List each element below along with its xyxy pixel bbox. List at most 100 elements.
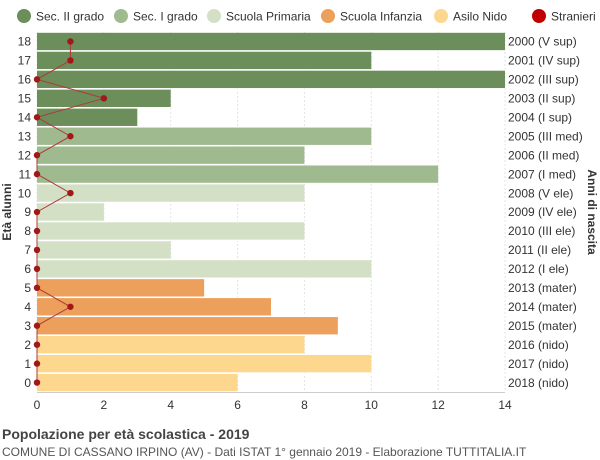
stranieri-point — [33, 208, 41, 216]
stranieri-point — [33, 151, 41, 159]
x-tick-label: 2 — [101, 398, 108, 412]
age-tick-label: 6 — [24, 262, 31, 276]
y-axis-right-title: Anni di nascita — [585, 169, 599, 255]
stranieri-point — [33, 246, 41, 254]
stranieri-point — [67, 133, 74, 140]
birth-year-label: 2015 (mater) — [508, 319, 577, 333]
legend-label: Asilo Nido — [453, 10, 507, 24]
age-tick-label: 18 — [18, 35, 32, 49]
age-tick-label: 15 — [18, 92, 32, 106]
birth-year-label: 2000 (V sup) — [508, 35, 577, 49]
stranieri-point — [33, 76, 41, 83]
birth-year-label: 2005 (III med) — [508, 129, 583, 143]
x-tick-label: 14 — [498, 398, 512, 412]
legend-marker — [17, 9, 31, 23]
birth-year-label: 2008 (V ele) — [508, 186, 573, 200]
legend-marker — [321, 9, 335, 23]
age-tick-label: 16 — [18, 73, 32, 87]
age-tick-label: 9 — [24, 205, 31, 219]
birth-year-label: 2003 (II sup) — [508, 92, 575, 106]
stranieri-point — [33, 284, 41, 292]
legend-label: Sec. I grado — [133, 10, 198, 24]
birth-year-label: 2011 (II ele) — [508, 243, 571, 257]
age-tick-label: 3 — [24, 319, 31, 333]
legend-marker — [434, 9, 448, 23]
birth-year-label: 2016 (nido) — [508, 338, 569, 352]
bar — [37, 279, 205, 297]
bar — [37, 165, 439, 183]
x-tick-label: 6 — [234, 398, 241, 412]
age-tick-label: 12 — [18, 148, 32, 162]
bar — [37, 373, 238, 392]
stranieri-point — [33, 170, 41, 178]
bar — [37, 203, 104, 221]
stranieri-series — [33, 38, 108, 386]
bar — [37, 32, 505, 51]
age-tick-label: 13 — [18, 129, 32, 143]
bar — [37, 108, 138, 126]
bar — [37, 184, 305, 202]
footer-subtitle: COMUNE DI CASSANO IRPINO (AV) - Dati IST… — [2, 445, 527, 459]
bar — [37, 317, 338, 335]
birth-year-label: 2017 (nido) — [508, 357, 569, 371]
stranieri-point — [33, 379, 41, 386]
legend-label: Scuola Infanzia — [340, 10, 422, 24]
birth-year-label: 2002 (III sup) — [508, 73, 579, 87]
legend-label: Sec. II grado — [36, 10, 104, 24]
x-tick-label: 4 — [167, 398, 174, 412]
x-tick-labels: 0 2 4 6 8 10 12 14 — [34, 398, 512, 412]
bar — [37, 241, 171, 259]
legend: Sec. II grado Sec. I grado Scuola Primaria… — [17, 9, 596, 24]
birth-year-label: 2009 (IV ele) — [508, 205, 577, 219]
birth-year-label: 2004 (I sup) — [508, 110, 572, 124]
bar — [37, 70, 505, 89]
stranieri-point — [67, 57, 74, 64]
legend-marker — [207, 9, 221, 23]
birth-year-label: 2001 (IV sup) — [508, 54, 580, 68]
bar — [37, 354, 372, 373]
age-tick-label: 14 — [18, 110, 32, 124]
age-tick-label: 10 — [18, 186, 32, 200]
legend-label: Stranieri — [551, 10, 596, 24]
birth-year-label: 2006 (II med) — [508, 148, 579, 162]
stranieri-point — [33, 360, 41, 367]
bar — [37, 222, 305, 240]
stranieri-point — [33, 341, 41, 348]
birth-year-label: 2010 (III ele) — [508, 224, 575, 238]
x-tick-label: 8 — [301, 398, 308, 412]
footer-title: Popolazione per età scolastica - 2019 — [2, 426, 250, 442]
age-tick-label: 2 — [24, 338, 31, 352]
age-tick-label: 1 — [24, 357, 31, 371]
age-tick-label: 11 — [19, 167, 32, 181]
stranieri-point — [67, 303, 74, 310]
stranieri-point — [67, 189, 74, 197]
legend-label: Scuola Primaria — [226, 10, 311, 24]
birth-year-label: 2018 (nido) — [508, 376, 569, 390]
bars — [37, 32, 505, 392]
legend-marker — [532, 9, 546, 23]
y-axis-title: Età alunni — [0, 183, 14, 240]
stranieri-point — [33, 227, 41, 235]
stranieri-point — [33, 265, 41, 273]
age-tick-label: 0 — [24, 376, 31, 390]
birth-year-label: 2007 (I med) — [508, 167, 576, 181]
stranieri-point — [100, 95, 108, 102]
bar — [37, 127, 372, 145]
x-tick-label: 10 — [365, 398, 379, 412]
age-tick-label: 17 — [18, 54, 32, 68]
age-tick-label: 5 — [24, 281, 31, 295]
birth-year-label: 2014 (mater) — [508, 300, 577, 314]
bar — [37, 336, 305, 354]
x-tick-label: 0 — [34, 398, 41, 412]
bar — [37, 51, 372, 70]
stranieri-point — [33, 322, 41, 329]
age-tick-label: 7 — [24, 243, 31, 257]
bar — [37, 260, 372, 278]
birth-year-tick-labels: 2000 (V sup) 2001 (IV sup) 2002 (III sup) 2… — [508, 35, 583, 390]
birth-year-label: 2012 (I ele) — [508, 262, 569, 276]
age-tick-label: 8 — [24, 224, 31, 238]
birth-year-label: 2013 (mater) — [508, 281, 577, 295]
x-tick-label: 12 — [431, 398, 445, 412]
